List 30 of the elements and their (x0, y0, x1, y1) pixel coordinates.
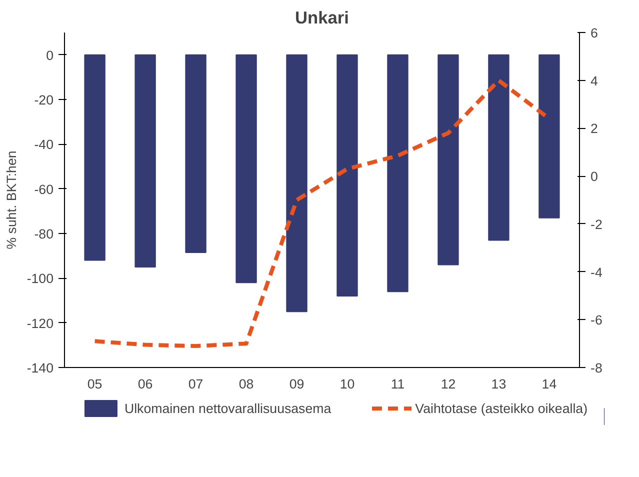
y-tick-label: -80 (34, 226, 54, 242)
x-tick-label: 13 (491, 376, 506, 392)
y2-tick-label: 6 (590, 26, 598, 40)
x-tick-label: 07 (188, 376, 204, 392)
y-tick-label: -120 (26, 316, 54, 331)
y2-tick-label: -8 (590, 360, 602, 376)
y-tick-label: 0 (46, 48, 54, 63)
y-tick-label: -100 (26, 271, 54, 286)
y2-tick-label: 2 (590, 121, 598, 136)
y-tick-label: -140 (26, 360, 54, 376)
x-tick-label: 09 (289, 376, 304, 392)
y-tick-label: -60 (34, 182, 54, 197)
legend-label: Ulkomainen nettovarallisuusasema (124, 400, 332, 416)
y-tick-label: -40 (34, 137, 54, 152)
x-tick-label: 14 (542, 376, 558, 392)
y-tick-label: -20 (34, 92, 54, 108)
y2-tick-label: 4 (590, 73, 598, 88)
y2-tick-label: -6 (590, 312, 602, 328)
y-axis-title: % suht. BKT:hen (4, 150, 19, 250)
x-tick-label: 08 (238, 376, 254, 392)
legend-label: Vaihtotase (asteikko oikealla) (415, 400, 588, 416)
x-tick-label: 11 (390, 376, 405, 392)
chart-title: Unkari (295, 8, 349, 28)
x-tick-label: 05 (87, 376, 102, 392)
x-tick-label: 10 (340, 376, 355, 392)
x-tick-label: 06 (138, 376, 153, 392)
y2-tick-label: -2 (590, 216, 602, 232)
x-tick-label: 12 (440, 376, 456, 392)
y2-tick-label: -4 (590, 264, 603, 280)
y2-tick-label: 0 (590, 169, 598, 184)
